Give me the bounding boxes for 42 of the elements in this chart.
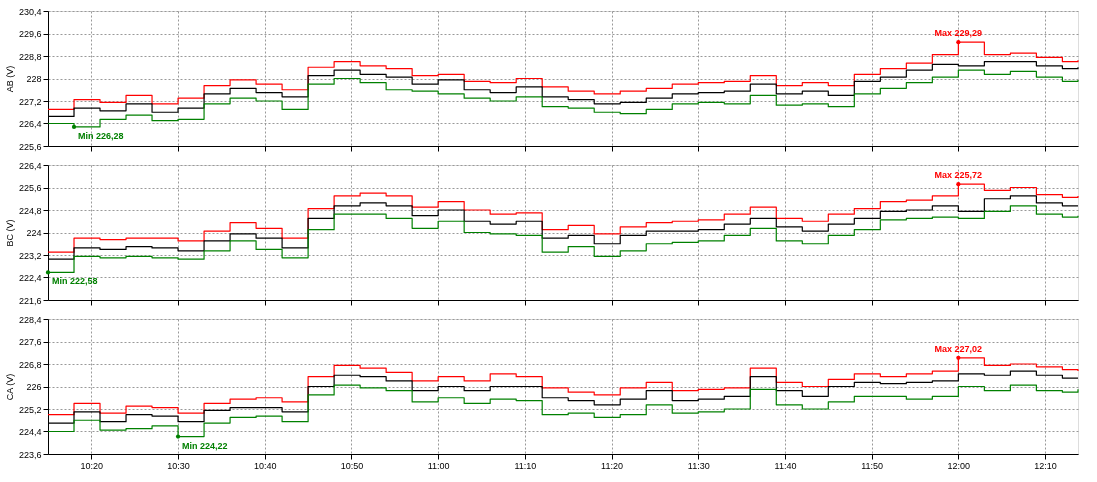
y-tick-label: 223,2 — [18, 250, 42, 261]
y-tick-label: 227,6 — [18, 337, 42, 347]
x-tick-label: 11:30 — [687, 460, 710, 471]
y-tick-label: 225,6 — [18, 141, 42, 152]
y-tick-label: 226 — [26, 382, 42, 392]
y-tick-label: 227,2 — [18, 96, 42, 107]
x-tick-label: 11:50 — [861, 460, 884, 471]
y-tick-label: 228,4 — [18, 314, 42, 325]
x-tick-label: 11:40 — [774, 460, 797, 471]
y-tick-label: 224,4 — [18, 427, 42, 437]
y-tick-label: 230,4 — [18, 6, 42, 17]
y-tick-label: 222,4 — [18, 273, 42, 283]
y-tick-label: 225,6 — [18, 183, 42, 193]
y-tick-label: 224 — [26, 228, 42, 238]
x-tick-label: 12:10 — [1034, 460, 1057, 471]
x-tick-label: 10:50 — [340, 460, 364, 471]
y-tick-label: 226,8 — [18, 359, 42, 370]
annotation: Min 224,22 — [182, 440, 228, 451]
x-tick-label: 11:10 — [514, 460, 537, 471]
y-tick-label: 221,6 — [18, 295, 42, 306]
annotation: Min 222,58 — [52, 276, 98, 287]
y-axis-title: CA (V) — [4, 373, 15, 401]
x-tick-label: 11:20 — [601, 460, 623, 471]
y-tick-label: 226,4 — [18, 160, 42, 171]
y-tick-label: 228 — [26, 74, 42, 84]
x-tick-label: 10:20 — [80, 460, 104, 471]
x-tick-label: 11:00 — [427, 460, 450, 471]
y-axis-title: BC (V) — [4, 219, 15, 247]
x-tick-label: 10:30 — [167, 460, 190, 471]
y-tick-label: 225,2 — [18, 404, 42, 415]
y-tick-label: 224,8 — [18, 205, 42, 216]
y-tick-label: 228,8 — [18, 51, 42, 62]
x-tick-label: 12:00 — [947, 460, 971, 471]
annotation: Max 227,02 — [934, 343, 983, 354]
annotation: Max 229,29 — [934, 28, 983, 39]
annotation: Min 226,28 — [78, 130, 124, 141]
y-tick-label: 229,6 — [18, 29, 42, 39]
y-axis-title: AB (V) — [4, 65, 15, 93]
y-tick-label: 226,4 — [18, 119, 42, 129]
x-tick-label: 10:40 — [254, 460, 277, 471]
annotation: Max 225,72 — [934, 170, 983, 181]
y-tick-label: 223,6 — [18, 449, 42, 460]
